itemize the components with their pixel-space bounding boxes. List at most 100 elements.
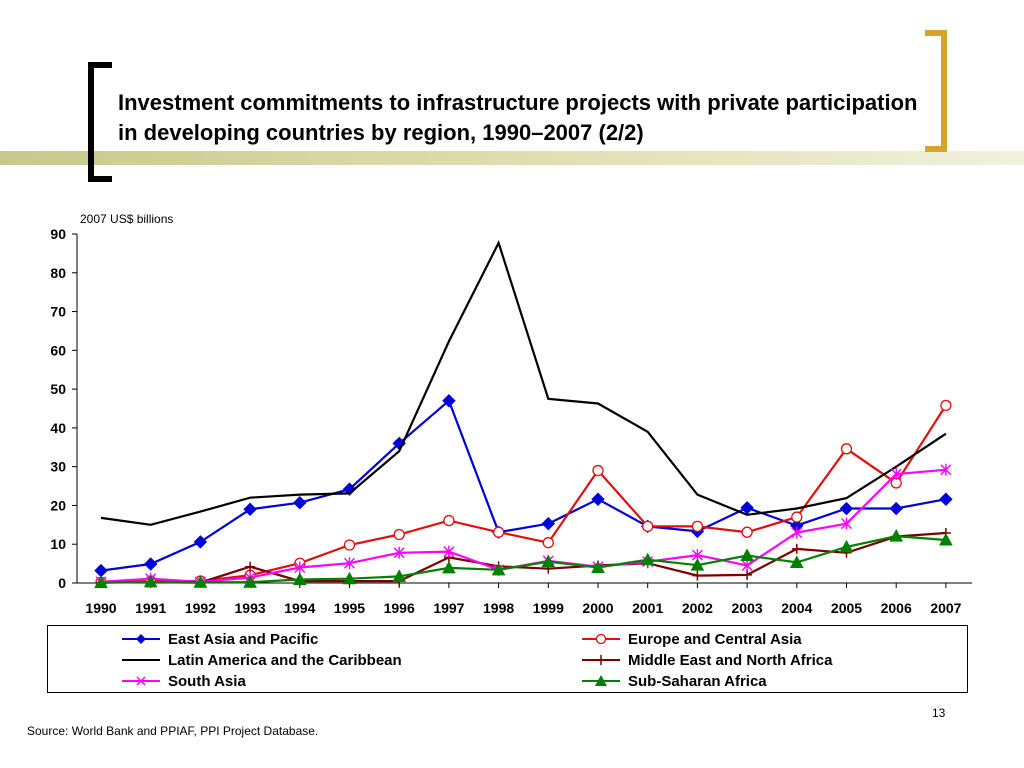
data-point-south-asia <box>940 463 952 476</box>
legend-label: East Asia and Pacific <box>168 630 319 648</box>
legend-key-icon <box>122 659 160 661</box>
y-tick-label: 60 <box>50 342 66 358</box>
x-tick-label: 2007 <box>930 600 961 616</box>
x-tick-label: 1993 <box>235 600 266 616</box>
data-point-sub-saharan-africa <box>690 558 705 571</box>
line-chart: 2007 US$ billions 0 10 20 30 40 50 60 70 80 90 1990… <box>50 212 972 616</box>
y-tick-label: 70 <box>50 304 66 320</box>
data-point-east-asia-and-pacific <box>939 492 953 506</box>
series-line-middle-east-and-north-africa <box>100 531 946 584</box>
x-tick-label: 2001 <box>632 600 663 616</box>
data-point-sub-saharan-africa <box>243 575 257 588</box>
data-point-europe-and-central-asia <box>940 399 952 412</box>
y-axis-unit-label: 2007 US$ billions <box>80 212 173 226</box>
series-line-latin-america-and-the-caribbean <box>100 240 947 526</box>
legend-key-icon <box>122 676 160 686</box>
legend-key-icon <box>122 634 160 644</box>
data-point-south-asia <box>393 546 405 559</box>
x-tick-label: 2004 <box>781 600 812 616</box>
y-tick-label: 10 <box>50 536 66 552</box>
legend-label: Sub-Saharan Africa <box>628 672 767 690</box>
data-point-east-asia-and-pacific <box>889 501 903 516</box>
data-point-sub-saharan-africa <box>491 562 506 576</box>
data-point-east-asia-and-pacific <box>243 502 257 517</box>
data-point-east-asia-and-pacific <box>591 492 605 506</box>
x-tick-label: 1995 <box>334 600 365 616</box>
data-point-europe-and-central-asia <box>343 539 356 551</box>
legend-key-icon <box>582 675 620 686</box>
data-point-south-asia <box>741 559 753 572</box>
legend-label: South Asia <box>168 672 246 690</box>
data-point-south-asia <box>294 561 306 574</box>
data-point-sub-saharan-africa <box>442 560 456 574</box>
data-point-middle-east-and-north-africa <box>245 561 256 572</box>
data-point-middle-east-and-north-africa <box>692 570 703 581</box>
data-point-east-asia-and-pacific <box>143 557 158 571</box>
data-point-sub-saharan-africa <box>640 552 655 566</box>
data-point-europe-and-central-asia <box>741 526 753 538</box>
x-tick-label: 1991 <box>135 600 166 616</box>
data-point-east-asia-and-pacific <box>442 394 456 408</box>
x-tick-label: 1999 <box>533 600 564 616</box>
legend-item: East Asia and Pacific <box>120 629 318 649</box>
legend-label: Middle East and North Africa <box>628 651 833 669</box>
data-point-europe-and-central-asia <box>691 520 704 533</box>
data-point-south-asia <box>841 517 852 530</box>
data-point-sub-saharan-africa <box>889 529 904 542</box>
y-tick-label: 90 <box>50 226 66 242</box>
data-point-sub-saharan-africa <box>939 532 953 546</box>
y-tick-label: 50 <box>50 381 66 397</box>
data-point-sub-saharan-africa <box>839 539 854 553</box>
legend-item: Latin America and the Caribbean <box>120 650 402 670</box>
series-line-east-asia-and-pacific <box>100 398 947 572</box>
legend-item: Middle East and North Africa <box>580 650 832 670</box>
page-number: 13 <box>932 706 946 720</box>
data-point-sub-saharan-africa <box>789 555 804 568</box>
data-point-sub-saharan-africa <box>94 575 108 589</box>
data-point-east-asia-and-pacific <box>839 501 854 516</box>
data-point-europe-and-central-asia <box>592 464 604 477</box>
data-point-europe-and-central-asia <box>791 511 803 523</box>
data-point-sub-saharan-africa <box>292 572 307 586</box>
source-note: Source: World Bank and PPIAF, PPI Projec… <box>27 724 319 738</box>
y-tick-label: 0 <box>58 575 66 591</box>
data-point-south-asia <box>791 526 803 539</box>
legend-key-icon <box>582 655 620 665</box>
x-tick-label: 2002 <box>682 600 713 616</box>
legend-item: Europe and Central Asia <box>580 629 802 649</box>
legend-item: South Asia <box>120 671 246 691</box>
data-point-south-asia <box>890 468 902 481</box>
y-tick-label: 20 <box>50 497 66 513</box>
slide-title: Investment commitments to infrastructure… <box>118 88 918 150</box>
data-point-middle-east-and-north-africa <box>791 543 802 554</box>
x-tick-label: 2003 <box>732 600 763 616</box>
y-tick-label: 40 <box>50 420 66 436</box>
data-point-east-asia-and-pacific <box>293 496 307 510</box>
x-tick-label: 1994 <box>284 600 315 616</box>
data-point-sub-saharan-africa <box>143 574 158 588</box>
legend-key-icon <box>582 633 620 645</box>
chart-legend: East Asia and Pacific Europe and Central … <box>47 625 968 693</box>
x-tick-label: 1990 <box>85 600 116 616</box>
x-tick-label: 1996 <box>384 600 415 616</box>
x-tick-label: 1997 <box>433 600 464 616</box>
data-point-europe-and-central-asia <box>443 514 455 527</box>
legend-label: Latin America and the Caribbean <box>168 651 402 669</box>
data-point-europe-and-central-asia <box>492 526 505 538</box>
x-tick-label: 2000 <box>582 600 613 616</box>
left-bracket-decoration <box>88 62 112 182</box>
data-point-south-asia <box>344 557 355 570</box>
data-point-sub-saharan-africa <box>740 548 754 561</box>
data-point-europe-and-central-asia <box>542 537 554 549</box>
series-line-sub-saharan-africa <box>100 534 946 584</box>
data-point-europe-and-central-asia <box>642 520 654 533</box>
data-point-sub-saharan-africa <box>392 569 407 582</box>
data-point-south-asia <box>443 545 455 558</box>
y-tick-label: 30 <box>50 459 66 475</box>
x-tick-label: 1998 <box>483 600 514 616</box>
right-bracket-decoration <box>925 30 947 152</box>
title-band <box>0 151 1024 165</box>
x-tick-label: 1992 <box>185 600 216 616</box>
data-point-europe-and-central-asia <box>840 443 853 455</box>
